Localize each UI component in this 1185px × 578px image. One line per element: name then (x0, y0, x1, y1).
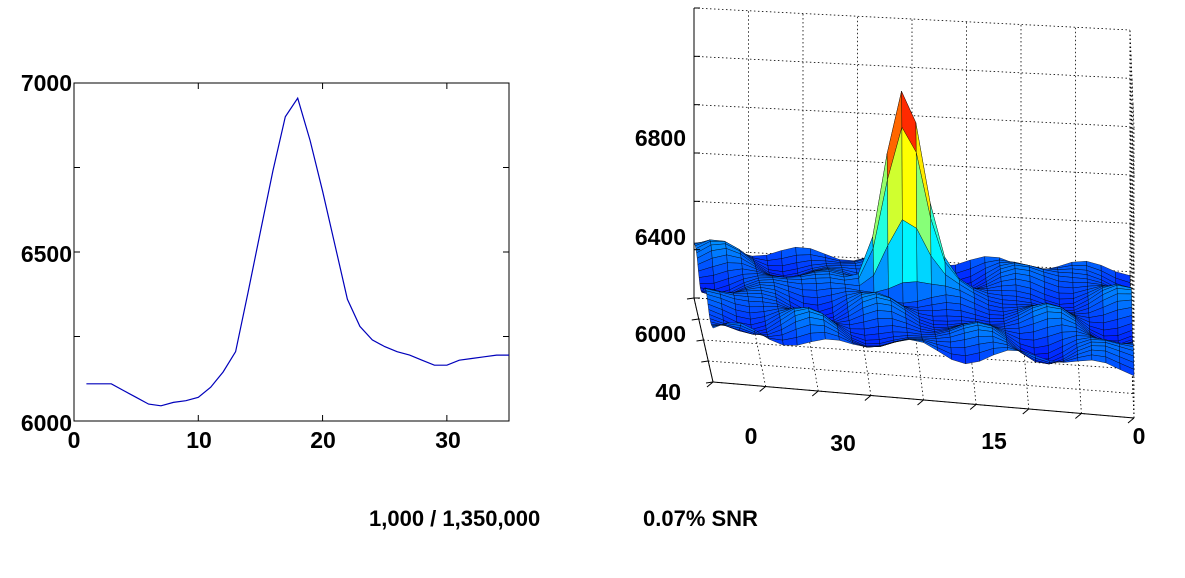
x-tick-label: 30 (435, 427, 461, 453)
x-tick-mark (1127, 417, 1135, 424)
y-tick-label: 7000 (21, 70, 72, 96)
surface-patch (815, 273, 831, 279)
grid-line (802, 303, 819, 392)
x-tick-mark (917, 399, 924, 406)
x-tick-mark (1022, 408, 1030, 415)
grid-line (693, 7, 1131, 31)
surface-patch (946, 315, 962, 322)
surface-patch (1058, 292, 1074, 300)
y-tick-mark (686, 297, 695, 300)
surface-patch (748, 300, 764, 308)
grid-line (693, 152, 1131, 176)
series-line (86, 96, 509, 407)
surface-patch (946, 302, 962, 311)
tick-marks (73, 82, 509, 422)
caption-snr: 0.07% SNR (643, 506, 758, 531)
surface-patch (1046, 311, 1062, 320)
surface-patch (1058, 286, 1074, 294)
y-tick-mark (696, 339, 704, 342)
grid-line (693, 104, 1131, 128)
x-tick-label: 20 (310, 427, 336, 453)
surface-patch (824, 331, 840, 341)
x-tick-label: 0 (1133, 423, 1146, 449)
surface-patch (993, 347, 1008, 356)
surface-patch (932, 309, 948, 317)
surface-patch (988, 314, 1004, 319)
x-tick-mark (864, 395, 872, 401)
x-tick-mark (759, 386, 766, 392)
y-tick-label: 6500 (21, 241, 72, 267)
surface-patch (1002, 299, 1018, 305)
surface-patch (1007, 346, 1023, 352)
x-tick-mark (706, 381, 714, 388)
y-tick-label: 40 (655, 379, 681, 405)
surface-patch (1091, 354, 1107, 364)
x-tick-label: 30 (830, 430, 856, 456)
surface-patch (725, 322, 742, 326)
surface-patch (825, 263, 842, 266)
grid-line (693, 55, 1131, 79)
surface-plot: 6800 6400 6000 40 0 30 15 0 (635, 7, 1146, 456)
grid-line (693, 249, 1131, 273)
y-tick-mark (701, 360, 709, 363)
y-tick-mark (691, 318, 699, 321)
surface-patch (877, 318, 893, 327)
surface-patch (946, 309, 962, 317)
y-tick-label: 6000 (21, 410, 72, 436)
surface-patch (864, 339, 880, 345)
surface-patch (801, 283, 818, 291)
surface-patch (902, 219, 918, 283)
surface-patch (1071, 260, 1087, 266)
surface-patch (932, 320, 948, 326)
surface-patch (1090, 341, 1106, 347)
surface-patch (801, 277, 817, 285)
surface-patch (932, 315, 948, 322)
x-tick-mark (969, 404, 977, 410)
surface-patch (877, 310, 893, 319)
caption-ratio: 1,000 / 1,350,000 (369, 506, 541, 531)
surface-patch (809, 324, 826, 334)
surface-patch (840, 263, 857, 267)
line-plot: 7000 6500 6000 0 10 20 30 (21, 70, 510, 453)
surface-patch (908, 338, 924, 343)
surface-patch (810, 332, 826, 343)
x-tick-mark (811, 390, 819, 397)
surface-patch (795, 246, 812, 256)
y-tick-label: 0 (745, 423, 758, 449)
surface-patch (1001, 284, 1017, 292)
surface-mesh (693, 91, 1135, 377)
x-tick-label: 15 (981, 428, 1007, 454)
z-tick-label: 6400 (635, 224, 686, 250)
z-tick-label: 6800 (635, 125, 686, 151)
grid-line (693, 200, 1131, 224)
surface-patch (950, 353, 966, 365)
x-tick-label: 10 (186, 427, 212, 453)
plot-frame (73, 82, 510, 422)
z-tick-label: 6000 (635, 321, 686, 347)
surface-patch (902, 281, 918, 304)
axes-lines (686, 7, 1135, 424)
grid-line (708, 360, 1134, 394)
x-tick-label: 0 (68, 427, 81, 453)
surface-patch (758, 279, 775, 283)
grid-line (1129, 29, 1135, 129)
y-tick-mark (705, 381, 714, 384)
x-tick-mark (1075, 413, 1082, 419)
